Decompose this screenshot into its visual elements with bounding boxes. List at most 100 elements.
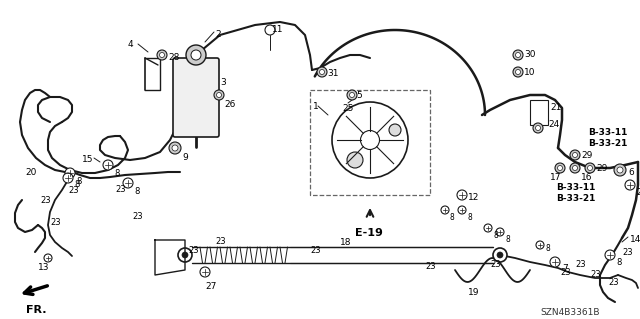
Text: 23: 23 [490, 260, 500, 269]
Circle shape [585, 163, 595, 173]
Circle shape [513, 50, 523, 60]
Circle shape [332, 102, 408, 178]
Circle shape [570, 150, 580, 160]
Circle shape [536, 241, 544, 249]
Circle shape [65, 168, 75, 178]
Circle shape [200, 267, 210, 277]
Circle shape [347, 152, 363, 168]
Text: 23: 23 [68, 186, 79, 195]
Text: 7: 7 [562, 264, 568, 273]
Text: 2: 2 [215, 30, 221, 39]
Circle shape [182, 252, 188, 258]
Text: 19: 19 [468, 288, 479, 297]
Circle shape [44, 254, 52, 262]
Text: 8: 8 [74, 180, 79, 189]
Text: 23: 23 [608, 278, 619, 287]
Circle shape [319, 70, 324, 75]
Circle shape [186, 45, 206, 65]
Text: 23: 23 [310, 246, 321, 255]
Text: 15: 15 [82, 155, 93, 164]
Text: 13: 13 [38, 263, 49, 272]
Circle shape [570, 163, 580, 173]
Circle shape [214, 90, 224, 100]
Text: 11: 11 [272, 25, 284, 34]
Text: 21: 21 [550, 103, 561, 112]
Text: 5: 5 [356, 91, 362, 100]
Text: 12: 12 [468, 193, 479, 202]
Circle shape [484, 224, 492, 232]
Circle shape [458, 206, 466, 214]
Circle shape [550, 257, 560, 267]
Text: 30: 30 [524, 50, 536, 59]
Circle shape [605, 250, 615, 260]
Circle shape [515, 70, 520, 75]
Circle shape [533, 123, 543, 133]
Text: 23: 23 [560, 268, 571, 277]
Text: 27: 27 [205, 282, 216, 291]
Text: 8: 8 [114, 169, 120, 178]
Circle shape [614, 164, 626, 176]
Circle shape [493, 248, 507, 262]
Bar [310, 90, 430, 195]
Circle shape [573, 166, 577, 170]
Circle shape [216, 93, 221, 98]
Circle shape [265, 25, 275, 35]
Text: 8: 8 [616, 258, 621, 267]
Text: SZN4B3361B: SZN4B3361B [540, 308, 600, 317]
Text: B-33-21: B-33-21 [588, 139, 627, 148]
Text: 23: 23 [115, 185, 125, 194]
Text: 23: 23 [40, 196, 51, 205]
Circle shape [625, 180, 635, 190]
Text: 4: 4 [128, 40, 134, 49]
Text: 8: 8 [450, 213, 455, 222]
Text: B-33-11: B-33-11 [556, 183, 595, 192]
Text: 9: 9 [182, 153, 188, 162]
Text: 8: 8 [505, 235, 509, 244]
Circle shape [191, 50, 201, 60]
Circle shape [347, 90, 357, 100]
Text: 23: 23 [636, 188, 640, 197]
Circle shape [513, 67, 523, 77]
Circle shape [172, 145, 178, 151]
Circle shape [588, 166, 593, 170]
Text: 29: 29 [596, 164, 607, 173]
Circle shape [317, 67, 327, 77]
Circle shape [159, 53, 164, 57]
Text: 20: 20 [25, 168, 36, 177]
Text: 23: 23 [188, 246, 198, 255]
Circle shape [617, 167, 623, 173]
Text: 8: 8 [493, 231, 498, 240]
Circle shape [389, 124, 401, 136]
Text: 17: 17 [550, 173, 561, 182]
Text: 8: 8 [134, 187, 140, 196]
Bar [530, 100, 548, 125]
Circle shape [63, 173, 73, 183]
Text: FR.: FR. [26, 305, 47, 315]
Text: 8: 8 [76, 177, 81, 186]
Text: 23: 23 [215, 237, 226, 246]
Text: B-33-11: B-33-11 [588, 128, 627, 137]
Text: 23: 23 [590, 270, 600, 279]
Circle shape [457, 190, 467, 200]
Circle shape [178, 248, 192, 262]
Text: 14: 14 [630, 235, 640, 244]
Circle shape [515, 53, 520, 57]
Circle shape [157, 50, 167, 60]
Text: 24: 24 [548, 120, 559, 129]
Text: 31: 31 [327, 69, 339, 78]
Circle shape [103, 160, 113, 170]
Text: 1: 1 [313, 102, 319, 111]
Text: E-19: E-19 [355, 228, 383, 238]
Text: 26: 26 [224, 100, 236, 109]
Circle shape [557, 166, 563, 170]
Circle shape [360, 130, 380, 150]
Text: 10: 10 [524, 68, 536, 77]
Text: 6: 6 [628, 168, 634, 177]
Circle shape [497, 252, 503, 258]
Text: 16: 16 [581, 173, 593, 182]
Text: 23: 23 [622, 248, 632, 257]
Text: 25: 25 [342, 104, 353, 113]
Text: 28: 28 [168, 53, 179, 62]
Circle shape [169, 142, 181, 154]
Circle shape [123, 178, 133, 188]
